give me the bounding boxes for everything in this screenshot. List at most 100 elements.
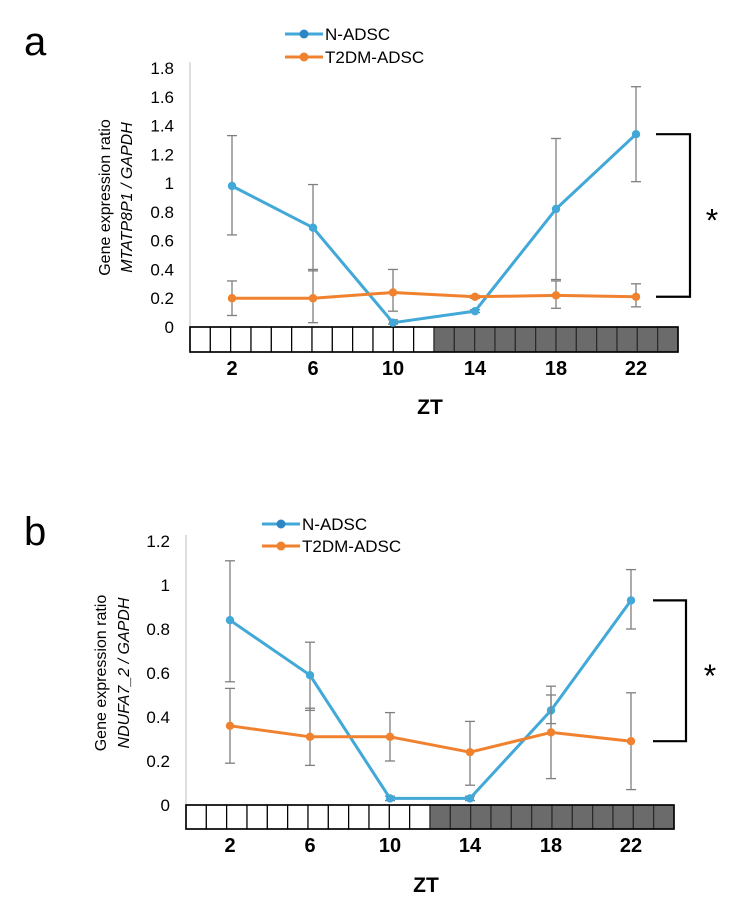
data-point — [227, 181, 237, 191]
panel-letter-a: a — [24, 20, 47, 64]
legend-label: T2DM-ADSC — [302, 537, 401, 556]
data-point — [305, 671, 315, 680]
dark-phase-cell — [433, 326, 455, 353]
significance-star: * — [704, 658, 716, 694]
data-point — [385, 732, 395, 741]
dark-phase-cell — [449, 804, 472, 830]
dark-phase-cell — [490, 804, 512, 830]
data-point — [626, 596, 636, 605]
light-phase-cell — [291, 326, 313, 353]
dark-phase-cell — [636, 326, 659, 353]
series-n-adsc — [225, 560, 636, 803]
light-phase-cell — [327, 804, 350, 830]
dark-phase-cell — [632, 804, 655, 830]
data-point — [631, 129, 641, 139]
y-tick-label: 1.4 — [150, 117, 174, 136]
data-point — [626, 737, 636, 746]
y-tick-label: 1 — [165, 174, 174, 193]
y-axis-label: Gene expression ratio — [97, 119, 114, 276]
y-tick-label: 0 — [161, 796, 170, 815]
series-line — [229, 724, 632, 754]
legend-swatch-marker — [276, 519, 286, 529]
legend-label: T2DM-ADSC — [325, 48, 424, 67]
y-tick-label: 0.8 — [146, 620, 170, 639]
light-dark-bar-border — [189, 326, 679, 353]
data-point — [225, 721, 235, 730]
light-dark-bar-border — [185, 804, 675, 830]
y-tick-label: 0.6 — [146, 664, 170, 683]
dark-phase-cell — [514, 326, 537, 353]
data-point — [308, 294, 318, 303]
x-axis-label: ZT — [417, 396, 443, 419]
dark-phase-cell — [429, 804, 451, 830]
legend-label: N-ADSC — [325, 25, 390, 44]
light-phase-cell — [409, 804, 431, 830]
data-point — [388, 288, 398, 297]
series-t2dm-adsc — [225, 685, 636, 791]
y-tick-label: 1 — [161, 576, 170, 595]
x-tick-label: 18 — [540, 835, 562, 857]
data-point — [551, 291, 561, 300]
x-tick-label: 18 — [545, 358, 567, 380]
y-tick-label: 0.2 — [150, 289, 174, 308]
dark-phase-cell — [531, 804, 553, 830]
light-phase-cell — [270, 326, 293, 353]
legend-swatch-marker — [299, 29, 309, 39]
light-phase-cell — [392, 326, 415, 353]
data-point — [225, 616, 235, 625]
data-point — [385, 794, 395, 803]
dark-phase-cell — [551, 804, 573, 830]
x-axis-label: ZT — [413, 874, 439, 897]
light-phase-cell — [352, 326, 374, 353]
series-t2dm-adsc — [227, 268, 641, 317]
panel-b-chart: 0 0.2 0.4 0.6 0.8 1 1.2 Gene expression ratio ND… — [93, 515, 716, 897]
data-point — [470, 306, 480, 316]
light-phase-cell — [205, 804, 228, 830]
light-phase-cell — [331, 326, 354, 353]
y-tick-label: 1.2 — [150, 145, 174, 164]
light-phase-cell — [226, 804, 248, 830]
light-phase-cell — [230, 326, 252, 353]
x-tick-label: 6 — [307, 358, 318, 380]
dark-phase-cell — [616, 326, 638, 353]
data-point — [308, 223, 318, 232]
dark-phase-cell — [612, 804, 634, 830]
light-phase-cell — [311, 326, 333, 353]
y-tick-label: 0.4 — [146, 708, 170, 727]
light-phase-cell — [413, 326, 435, 353]
significance-bracket — [656, 133, 692, 298]
data-point — [227, 294, 237, 303]
data-point — [465, 748, 475, 757]
x-tick-label: 22 — [620, 835, 642, 857]
y-axis-label: Gene expression ratio — [93, 595, 110, 752]
data-point — [551, 204, 561, 214]
dark-phase-cell — [571, 804, 594, 830]
light-phase-cell — [189, 326, 211, 353]
data-point — [305, 732, 315, 741]
y-tick-label: 1.8 — [150, 59, 174, 78]
light-phase-cell — [185, 804, 207, 830]
x-tick-label: 10 — [379, 835, 401, 857]
y-tick-label: 0.4 — [150, 260, 174, 279]
x-tick-label: 2 — [226, 358, 237, 380]
y-tick-label: 0.2 — [146, 752, 170, 771]
x-tick-label: 2 — [224, 835, 235, 857]
series-n-adsc — [227, 86, 641, 327]
light-phase-cell — [372, 326, 394, 353]
significance-bracket — [653, 599, 688, 743]
x-tick-label: 10 — [382, 358, 404, 380]
x-tick-label: 14 — [464, 358, 487, 380]
light-phase-cell — [348, 804, 370, 830]
light-phase-cell — [266, 804, 289, 830]
dark-phase-cell — [510, 804, 533, 830]
series-line — [229, 599, 633, 800]
data-point — [470, 292, 480, 301]
dark-phase-cell — [596, 326, 618, 353]
dark-phase-cell — [535, 326, 557, 353]
dark-phase-cell — [592, 804, 614, 830]
data-point — [631, 292, 641, 301]
dark-phase-cell — [653, 804, 675, 830]
data-point — [465, 794, 475, 803]
y-tick-label: 1.2 — [146, 532, 170, 551]
